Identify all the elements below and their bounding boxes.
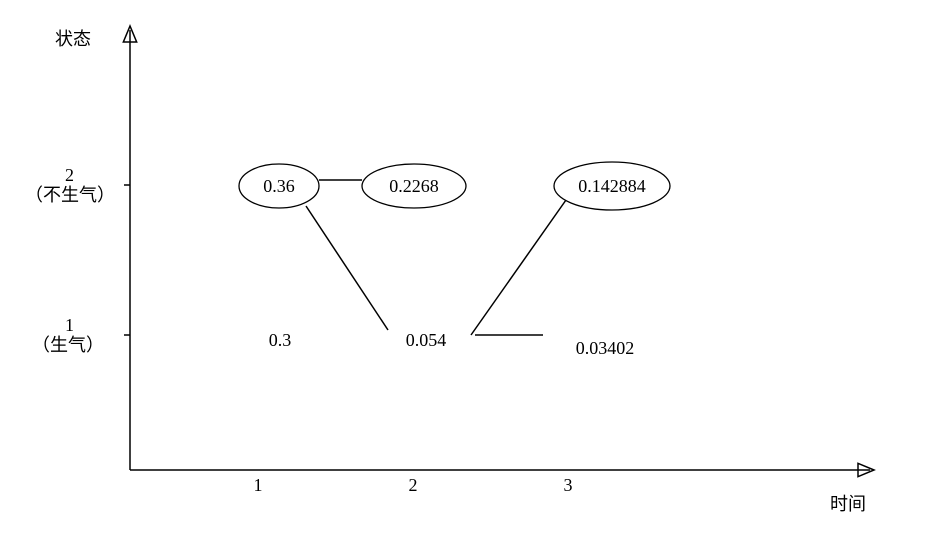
nodes: 0.36 0.2268 0.142884 0.3 0.054 0.03402	[239, 162, 670, 358]
y-state-name: （不生气）	[25, 185, 115, 205]
x-tick-label: 1	[254, 475, 263, 495]
edge-line	[471, 200, 566, 335]
edge-line	[306, 206, 388, 330]
y-state-name: （生气）	[32, 335, 104, 355]
node-value: 0.142884	[578, 176, 646, 196]
node-value: 0.2268	[389, 176, 439, 196]
x-tick-label: 3	[564, 475, 573, 495]
node-value: 0.3	[269, 330, 292, 350]
y-state-num: 2	[65, 165, 74, 185]
node-value: 0.36	[263, 176, 295, 196]
y-axis-label: 状态	[55, 29, 91, 49]
node-value: 0.054	[406, 330, 447, 350]
node-value: 0.03402	[576, 338, 635, 358]
axes	[123, 26, 874, 477]
x-axis-label: 时间	[830, 494, 866, 514]
y-state-num: 1	[65, 315, 74, 335]
x-tick-label: 2	[409, 475, 418, 495]
